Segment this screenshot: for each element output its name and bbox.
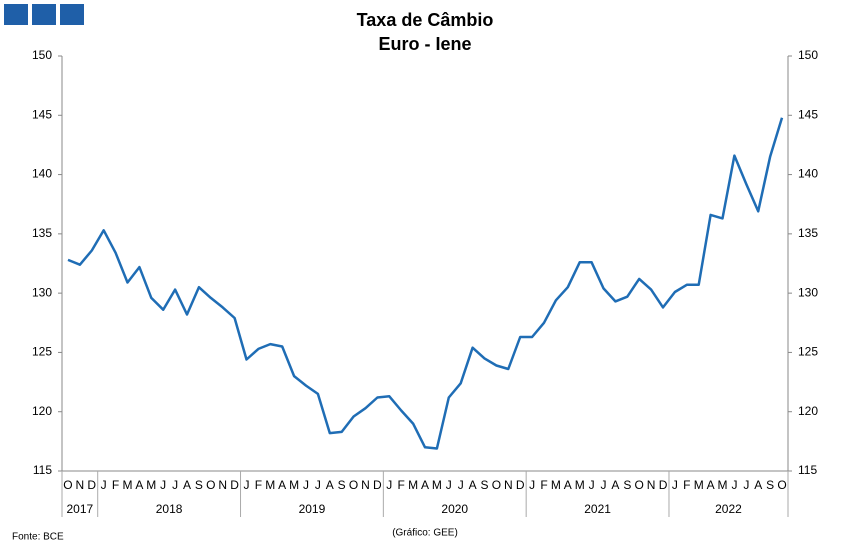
year-label: 2018 [156,502,183,516]
x-tick-label: M [146,478,156,492]
x-tick-label: A [183,478,191,492]
logo-block [32,4,56,25]
x-tick-label: D [87,478,96,492]
x-tick-label: J [529,478,535,492]
x-tick-label: O [349,478,358,492]
x-tick-label: J [315,478,321,492]
x-tick-label: M [432,478,442,492]
year-label: 2017 [67,502,94,516]
credit: (Gráfico: GEE) [392,528,458,539]
y2-tick-label: 150 [798,48,818,62]
x-tick-label: F [683,478,690,492]
x-tick-label: S [623,478,631,492]
x-tick-label: N [76,478,85,492]
x-tick-label: J [672,478,678,492]
x-tick-label: A [135,478,143,492]
x-tick-label: J [386,478,392,492]
line-series [67,117,784,450]
y2-tick-label: 125 [798,345,818,359]
x-tick-label: J [172,478,178,492]
x-tick-label: M [122,478,132,492]
y-tick-label: 120 [32,404,52,418]
logo-block [60,4,84,25]
x-tick-label: A [564,478,572,492]
x-tick-label: D [516,478,525,492]
x-tick-label: O [206,478,215,492]
year-label: 2019 [299,502,326,516]
x-tick-label: S [338,478,346,492]
x-tick-label: A [754,478,762,492]
x-tick-label: S [195,478,203,492]
y2-tick-label: 145 [798,107,818,121]
x-tick-label: N [361,478,370,492]
x-tick-label: N [647,478,656,492]
y2-tick-label: 120 [798,404,818,418]
x-tick-label: A [707,478,715,492]
x-tick-label: J [303,478,309,492]
x-tick-label: J [160,478,166,492]
y2-tick-label: 115 [798,463,817,477]
y-tick-label: 150 [32,48,52,62]
x-tick-label: J [446,478,452,492]
x-tick-label: A [278,478,286,492]
year-label: 2022 [715,502,742,516]
chart-title: Taxa de Câmbio [357,10,494,30]
y2-tick-label: 135 [798,226,818,240]
x-tick-label: A [469,478,477,492]
x-tick-label: A [421,478,429,492]
x-tick-label: J [101,478,107,492]
x-tick-label: J [601,478,607,492]
x-tick-label: J [589,478,595,492]
x-tick-label: O [492,478,501,492]
x-tick-label: F [540,478,547,492]
x-tick-label: J [243,478,249,492]
y-tick-label: 140 [32,167,52,181]
x-tick-label: M [408,478,418,492]
x-tick-label: N [504,478,513,492]
x-tick-label: F [398,478,405,492]
y-tick-label: 145 [32,107,52,121]
y2-tick-label: 140 [798,167,818,181]
x-tick-label: N [218,478,227,492]
x-tick-label: A [326,478,334,492]
x-tick-label: M [575,478,585,492]
x-tick-label: M [718,478,728,492]
x-tick-label: O [635,478,644,492]
x-tick-label: O [63,478,72,492]
y2-tick-label: 130 [798,285,818,299]
x-tick-label: A [611,478,619,492]
year-label: 2021 [584,502,611,516]
y-tick-label: 115 [33,463,52,477]
x-tick-label: S [766,478,774,492]
x-tick-label: J [731,478,737,492]
x-tick-label: M [265,478,275,492]
x-tick-label: M [694,478,704,492]
x-tick-label: M [289,478,299,492]
y-tick-label: 130 [32,285,52,299]
x-tick-label: O [777,478,786,492]
x-tick-label: D [659,478,668,492]
chart-subtitle: Euro - Iene [378,34,471,54]
year-label: 2020 [441,502,468,516]
y-tick-label: 125 [32,345,52,359]
x-tick-label: F [255,478,262,492]
x-tick-label: J [458,478,464,492]
source: Fonte: BCE [12,532,64,543]
x-tick-label: M [551,478,561,492]
x-tick-label: D [230,478,239,492]
x-tick-label: D [373,478,382,492]
x-tick-label: S [481,478,489,492]
logo-block [4,4,28,25]
x-tick-label: F [112,478,119,492]
x-tick-label: J [743,478,749,492]
y-tick-label: 135 [32,226,52,240]
